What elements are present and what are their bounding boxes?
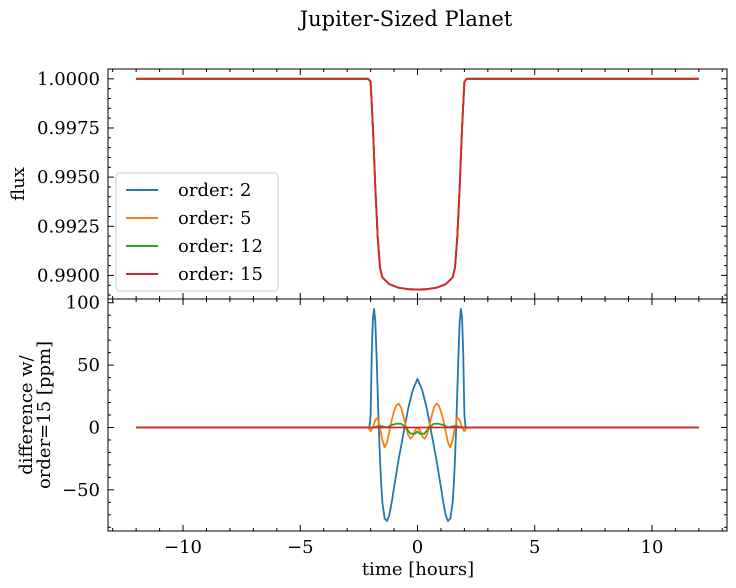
bottom-y-tick-label: 0 [89,417,100,438]
bottom-y-tick-label: −50 [62,480,100,501]
legend-box [115,172,279,292]
top-series-line-4 [136,77,699,291]
legend: order: 2 order: 5 order: 12 order: 15 [115,172,279,292]
legend-entry-2: order: 5 [178,208,251,229]
top-series-group [136,77,699,291]
top-y-tick-label: 0.9900 [37,265,100,286]
legend-entry-4: order: 15 [178,264,263,285]
legend-entry-1: order: 2 [178,180,251,201]
bottom-ylabel-line1: difference w/ [16,354,37,474]
legend-entry-3: order: 12 [178,236,263,257]
bottom-y-tick-label: 100 [66,293,100,314]
bottom-series-group [136,308,699,522]
x-tick-label: 10 [641,537,664,558]
x-tick-label: 5 [529,537,540,558]
bottom-ylabel-line2: order=15 [ppm] [34,341,55,489]
x-tick-label: 0 [412,537,423,558]
top-y-tick-label: 0.9925 [37,216,100,237]
top-y-tick-label: 1.0000 [37,69,100,90]
x-tick-label: −10 [164,537,202,558]
bottom-series-line-1 [136,308,699,522]
x-tick-label: −5 [287,537,314,558]
bottom-series-line-2 [136,402,699,449]
bottom-xlabel: time [hours] [362,559,474,580]
bottom-axes-frame [107,298,728,532]
top-y-tick-label: 0.9950 [37,167,100,188]
bottom-xticks: −10 −5 0 5 10 [112,299,723,558]
bottom-y-tick-label: 50 [77,355,100,376]
top-ylabel: flux [8,167,29,201]
top-yticks: 0.9900 0.9925 0.9950 0.9975 1.0000 [37,68,727,296]
top-y-tick-label: 0.9975 [37,118,100,139]
top-panel: 0.9900 0.9925 0.9950 0.9975 1.0000 flux orde… [8,68,728,300]
chart-title: Jupiter-Sized Planet [298,7,513,31]
